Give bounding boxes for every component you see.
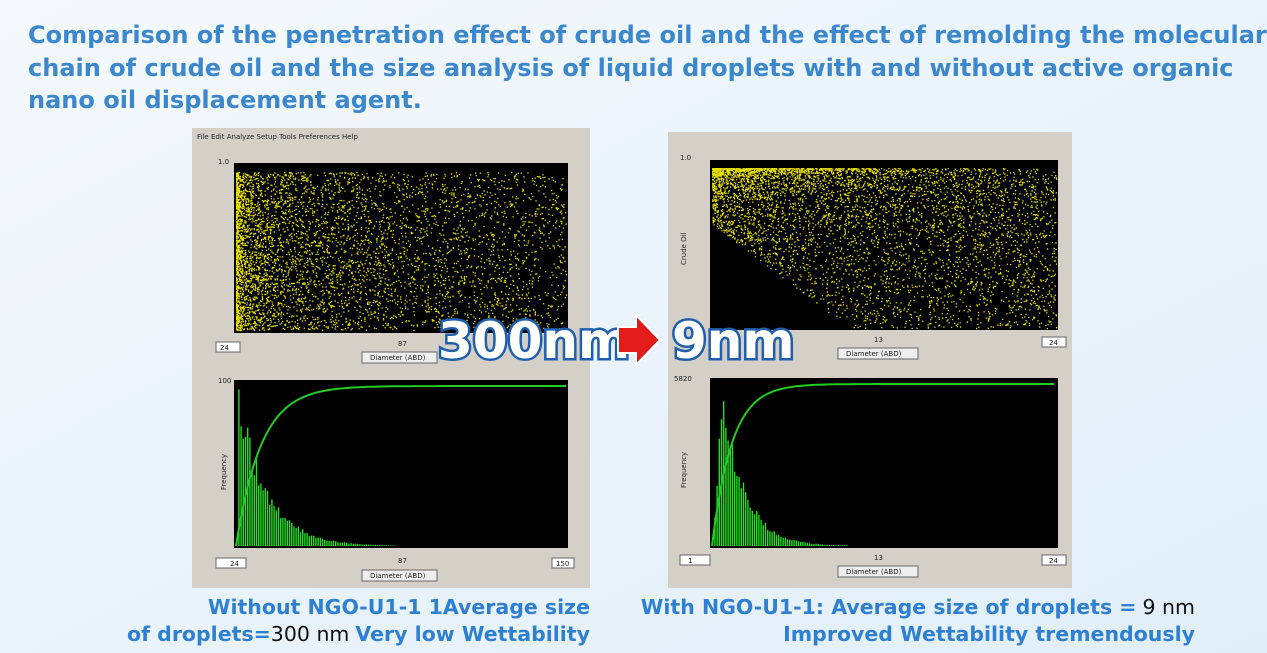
x-mid: 87: [398, 557, 407, 565]
field: [215, 557, 247, 569]
cumulative-curve: [235, 385, 566, 547]
caption-text: With NGO-U1-1: Average size of droplets …: [641, 595, 1137, 619]
x-label: Diameter (ABD): [370, 572, 426, 580]
title-line: Comparison of the penetration effect of …: [28, 21, 1267, 49]
field: [1041, 336, 1067, 348]
menu-bar: File Edit Analyze Setup Tools Preference…: [197, 133, 359, 141]
y-max: 5820: [674, 375, 692, 383]
x-max: 24: [1049, 339, 1058, 347]
x-min: 24: [230, 560, 239, 568]
caption-line: Without NGO-U1-1 1Average size: [208, 595, 590, 619]
caption-line: With NGO-U1-1: Average size of droplets …: [641, 595, 1195, 619]
field: [361, 569, 438, 582]
title-line: chain of crude oil and the size analysis…: [28, 54, 1234, 82]
field: [551, 557, 575, 569]
arrow: [617, 312, 662, 368]
y-label: Frequency: [680, 452, 688, 488]
x-label: Diameter (ABD): [846, 350, 902, 358]
x-max: 24: [1049, 557, 1058, 565]
caption-text: of droplets=: [127, 622, 271, 646]
caption-text: Very low Wettability: [355, 622, 590, 646]
plot-area: [234, 163, 568, 333]
x-mid: 13: [874, 336, 883, 344]
x-max: 150: [556, 560, 569, 568]
y-max: 100: [218, 377, 231, 385]
field: [361, 351, 438, 364]
plot-area: [710, 160, 1058, 330]
caption-line: Improved Wettability tremendously: [783, 622, 1195, 646]
y-label: 1.0: [218, 158, 229, 166]
field: [1041, 554, 1067, 566]
caption-value: 300 nm: [271, 622, 350, 646]
field: [215, 341, 241, 353]
caption-line: of droplets=300 nm Very low Wettability: [127, 622, 590, 646]
x-min: 24: [220, 344, 229, 352]
x-mid: 13: [874, 554, 883, 562]
y-label: Crude Oil: [680, 232, 688, 265]
plot-area: [234, 380, 568, 548]
plot-decoration: [235, 168, 1058, 547]
field: [837, 565, 919, 578]
scatter-dots: [712, 168, 1058, 330]
frequency-bars: [714, 401, 848, 546]
x-label: Diameter (ABD): [846, 568, 902, 576]
field: [837, 347, 919, 360]
size-after: 9nm: [672, 312, 795, 370]
y-label: Frequency: [220, 454, 228, 490]
x-mid: 87: [398, 340, 407, 348]
cumulative-curve: [711, 383, 1054, 547]
plot-area: [710, 378, 1058, 548]
x-label: Diameter (ABD): [370, 354, 426, 362]
x-min: 1: [688, 557, 692, 565]
field: [679, 554, 711, 566]
title-line: nano oil displacement agent.: [28, 86, 422, 114]
caption-value: 9 nm: [1142, 595, 1195, 619]
y-max: 1.0: [680, 154, 691, 162]
frequency-bars: [238, 389, 396, 546]
size-before: 300nm: [438, 312, 630, 370]
